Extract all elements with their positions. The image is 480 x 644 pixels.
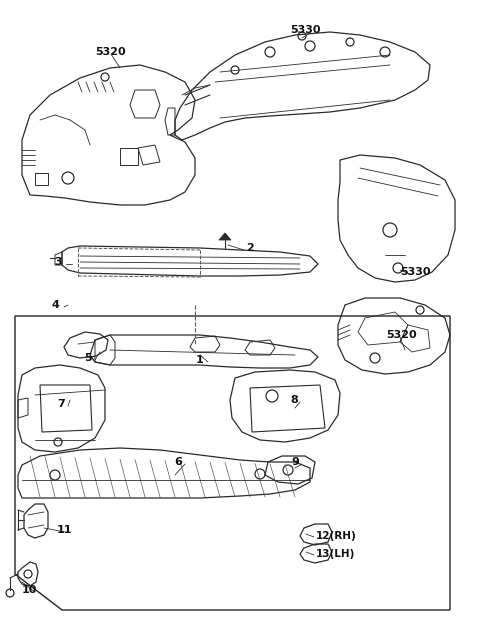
Text: 7: 7	[57, 399, 65, 409]
Text: 1: 1	[196, 355, 204, 365]
Text: 10: 10	[22, 585, 37, 595]
Text: 2: 2	[246, 243, 254, 253]
Text: 4: 4	[52, 300, 60, 310]
Text: 13(LH): 13(LH)	[316, 549, 355, 559]
Text: 5320: 5320	[386, 330, 417, 340]
Text: 9: 9	[291, 457, 299, 467]
Text: 12(RH): 12(RH)	[316, 531, 357, 541]
Text: 5330: 5330	[400, 267, 431, 277]
Text: 8: 8	[290, 395, 298, 405]
Text: 5330: 5330	[290, 25, 321, 35]
Text: 5320: 5320	[95, 47, 126, 57]
Text: 5: 5	[84, 353, 92, 363]
Text: 11: 11	[57, 525, 72, 535]
Polygon shape	[219, 233, 231, 240]
Text: 6: 6	[174, 457, 182, 467]
Text: 3: 3	[54, 257, 61, 267]
